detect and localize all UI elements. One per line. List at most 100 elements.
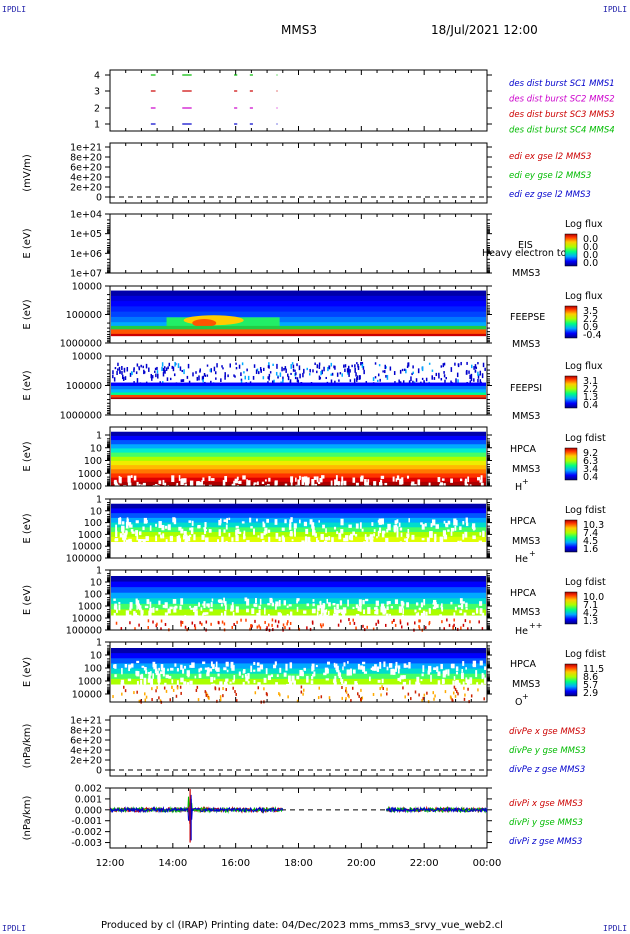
feeps_i-panel-speckle: [372, 377, 375, 381]
edi-panel-ytick-label: 4e+20: [70, 173, 102, 184]
feeps_i-panel-speckle: [442, 363, 445, 368]
hpca_he2-panel-ytick-label: 100: [84, 590, 102, 601]
hpca_h-panel-gap: [253, 482, 257, 485]
hpca_he2-panel-gap: [375, 600, 379, 606]
hpca_o-panel-gap: [267, 675, 272, 681]
hpca_h-panel-colorbar: [564, 447, 578, 481]
hpca_h-panel-gap: [313, 476, 317, 480]
hpca_he2-panel-speckle: [221, 620, 224, 624]
hpca_o-panel-gap: [242, 670, 245, 674]
hpca_he2-panel-speckle: [298, 627, 301, 631]
hpca_o-panel-gap: [141, 665, 145, 668]
hpca_he2-panel-gap: [202, 613, 204, 618]
hpca_he1-panel-gap: [328, 536, 331, 541]
hpca_o-panel-gap: [265, 668, 268, 675]
hpca_he2-panel-gap: [190, 607, 193, 610]
hpca_o-panel-gap: [247, 680, 250, 684]
feeps_i-panel-speckle: [407, 362, 410, 367]
hpca_o-panel-gap: [333, 662, 336, 667]
hpca_he1-panel-gap: [387, 523, 391, 531]
feeps_i-panel-speckle: [240, 378, 243, 381]
hpca_o-panel-gap: [481, 674, 485, 678]
hpca_he1-panel-ytick-label: 1: [96, 495, 102, 506]
hpca_he2-panel-speckle: [205, 620, 208, 624]
feeps_i-panel-speckle: [154, 367, 157, 371]
feeps_i-panel-speckle: [279, 372, 282, 377]
hpca_o-panel-gap: [232, 679, 235, 683]
hpca_o-panel-gap: [386, 666, 389, 671]
feeps_i-panel-speckle: [165, 367, 168, 371]
hpca_h-panel-label-1: HPCA: [510, 444, 537, 455]
feeps_i-panel-speckle: [316, 370, 318, 374]
hpca_o-panel-gap: [469, 677, 473, 684]
hpca_he1-panel-gap: [312, 526, 315, 531]
hpca_he2-panel-speckle: [406, 622, 409, 626]
hpca_he2-panel-gap: [394, 599, 399, 605]
hpca_he2-panel-gap: [375, 606, 378, 614]
feeps_i-panel-speckle: [167, 366, 169, 370]
hpca_he1-panel-gap: [244, 535, 246, 539]
feeps_i-panel-speckle: [123, 367, 126, 373]
feeps_i-panel-speckle: [297, 379, 299, 383]
feeps_i-panel-speckle: [255, 369, 258, 374]
hpca_he1-panel-gap: [411, 534, 415, 540]
eis-panel-cb-tick: 0.0: [583, 258, 598, 269]
hpca_he1-panel-gap: [322, 524, 325, 529]
hpca_h-panel-gap: [297, 482, 300, 485]
feeps_i-panel-speckle: [456, 372, 459, 378]
hpca_he2-panel-gap: [381, 603, 385, 610]
feeps_i-panel-speckle: [425, 377, 428, 382]
feeps_e-panel-band-red: [111, 329, 486, 336]
hpca_o-panel-gap: [466, 679, 470, 686]
hpca_o-panel-gap: [476, 682, 479, 685]
hpca_h-panel-gap: [441, 478, 445, 481]
hpca_h-panel-gap: [352, 485, 355, 491]
feeps_i-panel-speckle: [246, 368, 248, 372]
hpca_o-panel-gap: [299, 669, 303, 677]
hpca_he1-panel-gap: [450, 527, 455, 532]
hpca_h-panel-band: [111, 469, 486, 474]
hpca_he1-panel-gap: [447, 520, 451, 525]
feeps_i-panel-speckle: [275, 371, 278, 376]
hpca_o-panel-speckle: [345, 690, 348, 694]
hpca_o-panel-speckle: [318, 686, 320, 690]
hpca_o-panel-gap: [157, 673, 161, 679]
hpca_he2-panel-speckle: [240, 618, 242, 622]
hpca_o-panel-gap: [114, 664, 117, 669]
hpca_o-panel-gap: [150, 671, 152, 676]
feeps_e-panel-band-edge: [111, 333, 486, 337]
hpca_he2-panel-speckle: [441, 620, 443, 624]
edi-panel-legend-item: edi ex gse l2 MMS3: [509, 152, 591, 162]
feeps_i-panel-speckle: [468, 370, 470, 374]
hpca_o-panel-speckle: [302, 692, 304, 696]
feeps_i-panel-speckle: [384, 364, 386, 370]
hpca_o-panel-gap: [357, 663, 360, 670]
hpca_o-panel-speckle: [197, 698, 200, 702]
hpca_he1-panel-gap: [289, 530, 293, 535]
hpca_he2-panel-gap: [259, 598, 262, 605]
feeps_i-panel-speckle: [421, 366, 424, 372]
feeps_i-panel-cb-tick: 2.2: [583, 384, 598, 395]
hpca_he1-panel-gap: [223, 529, 226, 533]
hpca_he2-panel-gap: [202, 603, 204, 606]
hpca_he1-panel-gap: [396, 519, 399, 523]
hpca_he2-panel-gap: [441, 606, 444, 612]
hpca_o-panel-colorbar: [564, 663, 578, 697]
hpca_o-panel-speckle: [151, 698, 153, 702]
feeps_i-panel-speckle: [382, 370, 384, 373]
feeps_i-panel-speckle: [164, 369, 166, 374]
hpca_he1-panel-cb-tick: 10.3: [583, 520, 604, 531]
divpi-panel-legend-item: divPi z gse MMS3: [509, 837, 582, 847]
feeps_i-panel-speckle: [457, 363, 460, 368]
feeps_i-panel-speckle: [135, 371, 138, 375]
hpca_h-panel-ytick-label: 100: [84, 456, 102, 467]
hpca_h-panel-gap: [334, 479, 338, 485]
hpca_o-panel-speckle: [278, 692, 280, 696]
feeps_i-panel-speckle: [481, 373, 484, 379]
hpca_o-panel-charge: +: [522, 692, 529, 701]
hpca_o-panel-gap: [273, 664, 277, 669]
hpca_he2-panel-gap: [189, 605, 191, 609]
feeps_i-panel-speckle: [477, 371, 479, 376]
feeps_i-panel-speckle: [192, 372, 194, 377]
hpca_he2-panel-speckle: [289, 621, 292, 625]
